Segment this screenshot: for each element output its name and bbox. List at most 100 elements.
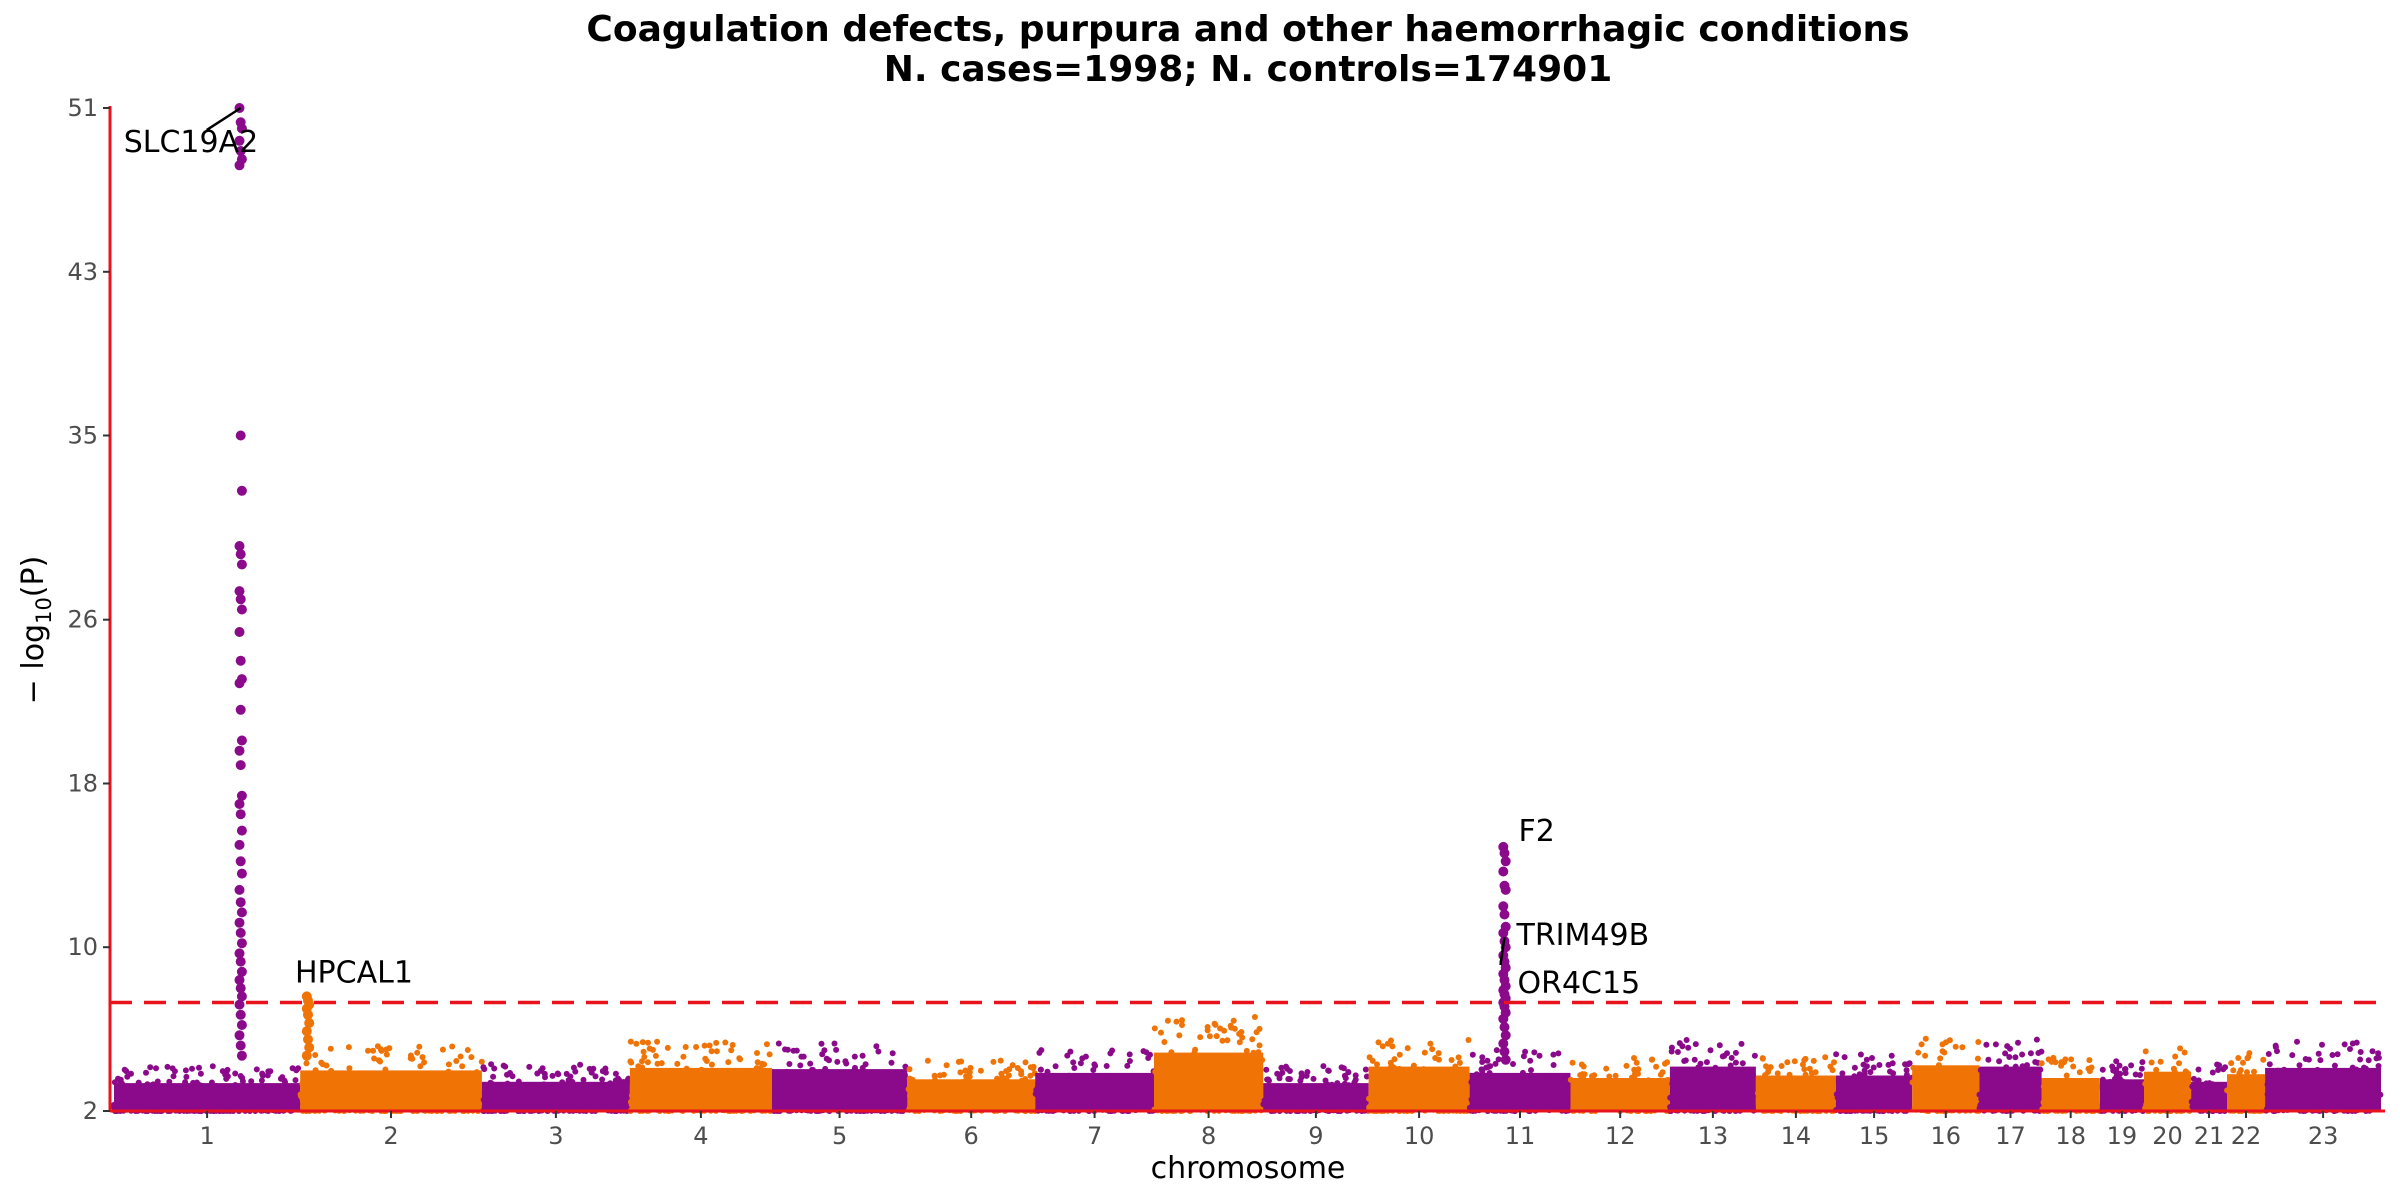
snp-point <box>1739 1078 1746 1085</box>
snp-point <box>151 1086 158 1093</box>
chromosome-17-points <box>1976 1036 2045 1114</box>
snp-point <box>382 1066 389 1073</box>
snp-point <box>2063 1097 2070 1104</box>
snp-point <box>2079 1085 2086 1092</box>
snp-point <box>2246 1103 2253 1110</box>
snp-point <box>386 1087 393 1094</box>
snp-point <box>800 1053 807 1060</box>
snp-point <box>2171 1068 2178 1075</box>
snp-point <box>439 1046 446 1053</box>
snp-point <box>2124 1099 2131 1106</box>
snp-point <box>1493 1047 1500 1054</box>
snp-point <box>2204 1095 2210 1102</box>
snp-point <box>1562 1073 1569 1079</box>
snp-point <box>1155 1073 1162 1080</box>
snp-point <box>1179 1017 1185 1024</box>
snp-point <box>1631 1055 1637 1061</box>
peak-point <box>234 541 245 551</box>
snp-point <box>518 1084 525 1091</box>
snp-point <box>2128 1084 2135 1091</box>
peak-point <box>235 430 246 441</box>
snp-point <box>1227 1098 1234 1105</box>
snp-point <box>1210 1088 1216 1095</box>
snp-point <box>1230 1092 1237 1099</box>
snp-point <box>1345 1069 1352 1075</box>
snp-point <box>196 1064 202 1071</box>
snp-point <box>1345 1082 1352 1089</box>
snp-point <box>1195 1101 1202 1108</box>
snp-point <box>515 1078 522 1085</box>
snp-point <box>540 1081 547 1088</box>
snp-point <box>813 1070 820 1077</box>
snp-point <box>1495 1099 1502 1106</box>
snp-point <box>416 1089 422 1096</box>
snp-point <box>2341 1041 2348 1048</box>
snp-point <box>822 1065 829 1072</box>
snp-point <box>1691 1056 1698 1063</box>
snp-point <box>1071 1090 1078 1097</box>
snp-point <box>1440 1072 1446 1079</box>
snp-point <box>390 1083 397 1090</box>
snp-point <box>786 1061 793 1067</box>
snp-point <box>1347 1092 1354 1099</box>
snp-point <box>1396 1051 1403 1058</box>
snp-point <box>1264 1085 1271 1092</box>
snp-point <box>701 1082 708 1089</box>
snp-point <box>1369 1057 1376 1064</box>
snp-point <box>445 1068 452 1075</box>
snp-point <box>1249 1073 1256 1080</box>
snp-point <box>1126 1058 1133 1064</box>
snp-point <box>1915 1049 1922 1056</box>
snp-point <box>1073 1080 1080 1087</box>
snp-point <box>682 1090 689 1097</box>
snp-point <box>2172 1053 2179 1060</box>
snp-point <box>1536 1052 1543 1059</box>
snp-point <box>2274 1076 2281 1083</box>
snp-point <box>632 1071 639 1078</box>
snp-point <box>2231 1078 2237 1085</box>
snp-point <box>1168 1066 1175 1073</box>
snp-point <box>1014 1082 1021 1089</box>
snp-point <box>2269 1100 2275 1107</box>
peak-point <box>236 1020 247 1030</box>
snp-point <box>2053 1086 2059 1093</box>
snp-point <box>2012 1063 2019 1070</box>
snp-point <box>2050 1099 2056 1106</box>
snp-point <box>1459 1097 1465 1104</box>
snp-point <box>979 1085 986 1091</box>
snp-point <box>683 1079 690 1086</box>
snp-point <box>1561 1102 1568 1109</box>
snp-point <box>256 1088 263 1095</box>
snp-point <box>473 1069 480 1076</box>
snp-point <box>414 1049 421 1056</box>
x-tick-label: 7 <box>1087 1122 1102 1150</box>
snp-point <box>1099 1098 1106 1105</box>
snp-point <box>1456 1059 1463 1066</box>
snp-point <box>1167 1060 1174 1067</box>
peak-point <box>236 485 247 496</box>
snp-point <box>1912 1071 1918 1078</box>
snp-point <box>1928 1069 1935 1076</box>
peak-point <box>1498 1013 1509 1024</box>
snp-point <box>1097 1082 1104 1089</box>
snp-point <box>1822 1054 1829 1061</box>
snp-point <box>2070 1063 2077 1070</box>
snp-point <box>1981 1072 1988 1078</box>
snp-point <box>1468 1096 1475 1103</box>
peak-point <box>1498 866 1509 877</box>
snp-point <box>1388 1037 1394 1044</box>
snp-point <box>633 1040 640 1047</box>
snp-point <box>386 1103 393 1110</box>
snp-point <box>1358 1096 1365 1103</box>
snp-point <box>722 1039 729 1046</box>
snp-point <box>1885 1092 1891 1099</box>
snp-point <box>273 1090 280 1097</box>
chromosome-23-points <box>2263 1038 2384 1114</box>
snp-point <box>2122 1066 2129 1072</box>
snp-point <box>1690 1103 1697 1110</box>
snp-point <box>1374 1061 1380 1068</box>
snp-point <box>390 1074 397 1081</box>
snp-point <box>664 1096 671 1103</box>
snp-point <box>831 1040 838 1047</box>
snp-point <box>1626 1097 1633 1104</box>
